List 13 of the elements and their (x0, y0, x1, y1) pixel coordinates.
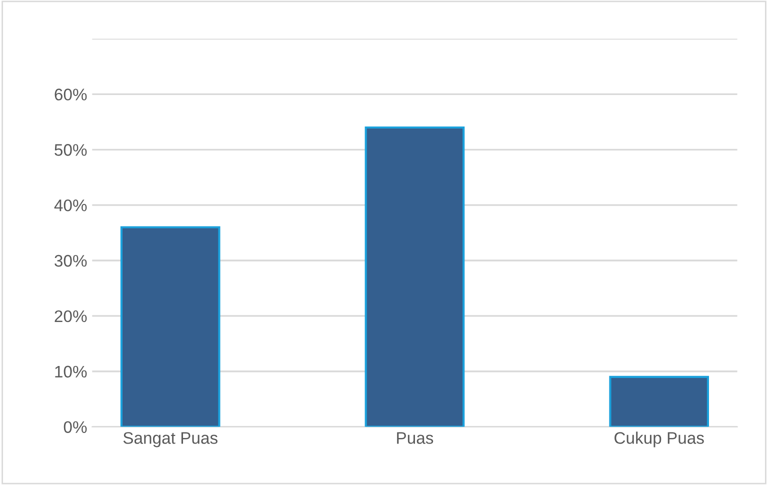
bar (609, 376, 709, 427)
bar (120, 226, 220, 427)
y-tick-label: 30% (54, 254, 87, 267)
bar (364, 126, 465, 427)
y-tick-label: 40% (54, 199, 87, 212)
y-tick-label: 60% (54, 88, 87, 100)
y-tick-label: 10% (55, 366, 87, 378)
y-tick-label: 20% (54, 310, 87, 322)
y-tick-label: 0% (64, 421, 87, 434)
x-tick-label: Cukup Puas (614, 432, 704, 448)
x-tick-label: Puas (397, 432, 434, 444)
y-tick-label: 50% (54, 144, 87, 156)
x-tick-label: Sangat Puas (123, 432, 218, 448)
